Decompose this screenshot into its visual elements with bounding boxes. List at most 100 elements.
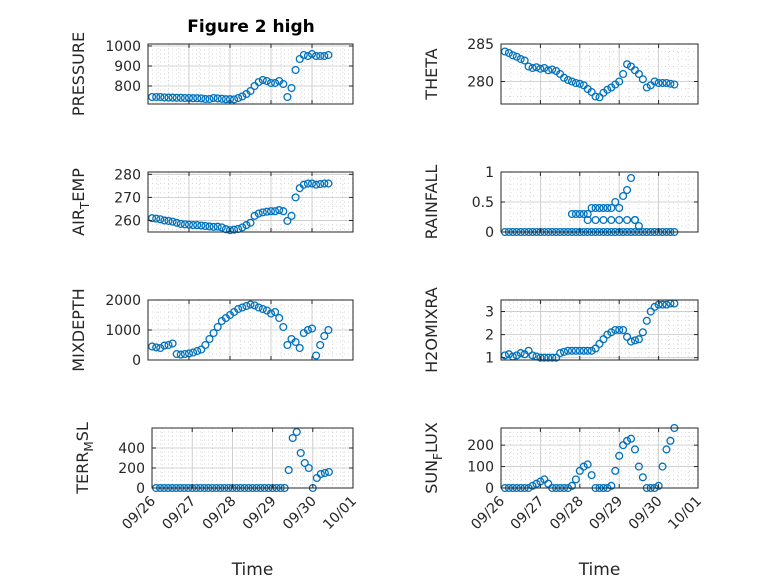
data-point (246, 218, 255, 227)
data-point (626, 434, 636, 443)
data-point (156, 215, 165, 224)
data-point (528, 63, 537, 73)
y-axis-label: H2OMIXRA (422, 287, 441, 373)
data-point (536, 353, 545, 362)
data-point (275, 206, 284, 215)
data-point (172, 349, 181, 359)
data-point (271, 307, 280, 317)
data-point (559, 347, 569, 356)
data-point (209, 222, 218, 231)
data-point (180, 349, 189, 359)
x-tick-label: 10/01 (320, 493, 360, 533)
y-tick-label: 2000 (105, 293, 141, 309)
data-point (213, 222, 222, 231)
data-point (266, 207, 276, 216)
data-point (508, 51, 517, 60)
data-point (536, 64, 545, 73)
data-point (634, 335, 643, 344)
y-tick-label: 2 (485, 328, 494, 344)
data-point (642, 83, 651, 92)
data-point (304, 463, 313, 473)
data-point (271, 207, 280, 216)
data-point (156, 92, 165, 102)
data-point (571, 346, 580, 355)
x-tick-label: 09/26 (119, 493, 159, 533)
data-point (254, 209, 263, 218)
data-point (611, 466, 620, 475)
data-point (291, 193, 300, 202)
data-point (575, 79, 584, 88)
x-axis-label: Time (578, 560, 621, 580)
axes-background (152, 428, 353, 488)
data-point (662, 300, 671, 309)
subplot-6: 1 2 3 H2OMIXRA (422, 287, 699, 373)
data-point (540, 63, 549, 73)
data-point (172, 93, 181, 102)
data-point (258, 75, 267, 85)
data-point (176, 350, 185, 359)
data-point (316, 469, 325, 479)
data-point (528, 351, 537, 360)
data-point (234, 304, 243, 314)
data-point (320, 468, 329, 478)
data-point (504, 350, 513, 359)
data-point (225, 226, 235, 235)
data-point (254, 77, 263, 87)
y-tick-label: 280 (467, 75, 494, 91)
y-tick-label: 285 (467, 37, 494, 53)
data-point (591, 92, 600, 101)
data-point (666, 79, 675, 88)
x-tick-label: 10/01 (665, 493, 705, 533)
data-point (164, 340, 173, 350)
data-point (623, 185, 632, 195)
data-point (559, 73, 569, 82)
y-axis-label: MIXDEPTH (69, 288, 88, 371)
data-point (193, 346, 202, 356)
data-point (599, 335, 608, 344)
y-axis-label: SUNFLUX (422, 422, 445, 494)
data-point (552, 353, 561, 362)
data-point (258, 208, 267, 217)
data-point (516, 349, 525, 358)
data-point (563, 75, 573, 85)
data-point (164, 93, 173, 102)
x-tick-label: 09/29 (586, 493, 626, 533)
data-point (646, 307, 655, 316)
data-point (591, 203, 600, 213)
y-tick-label: 0.5 (472, 195, 494, 211)
y-tick-label: 200 (467, 438, 494, 454)
data-point (209, 328, 218, 338)
y-tick-label: 1000 (105, 323, 141, 339)
data-point (579, 346, 588, 355)
data-point (152, 343, 161, 352)
data-point (250, 301, 259, 310)
data-point (234, 93, 243, 103)
y-tick-label: 280 (114, 167, 141, 183)
data-point (246, 300, 255, 309)
data-point (556, 349, 565, 358)
data-point (658, 462, 667, 471)
data-point (623, 215, 632, 225)
data-point (201, 94, 210, 104)
data-point (148, 92, 157, 102)
data-point (524, 62, 533, 71)
data-point (591, 344, 600, 353)
data-point (160, 216, 169, 225)
data-point (324, 467, 333, 477)
data-point (180, 220, 189, 229)
y-tick-label: 1000 (105, 39, 141, 55)
subplot-7: 0 200 400 09/26 09/27 09/28 09/29 09/30 10/01 Tim… (73, 422, 360, 580)
data-point (524, 346, 533, 355)
data-point (575, 209, 584, 219)
data-point (650, 302, 659, 311)
data-point (615, 203, 624, 213)
data-point (287, 83, 296, 93)
data-point (587, 471, 596, 480)
axes-frame (500, 299, 699, 361)
data-point (658, 78, 667, 88)
y-tick-label: 0 (136, 481, 145, 497)
data-point (579, 462, 588, 471)
data-point (189, 348, 198, 357)
data-point (615, 215, 624, 225)
data-point (320, 179, 329, 188)
